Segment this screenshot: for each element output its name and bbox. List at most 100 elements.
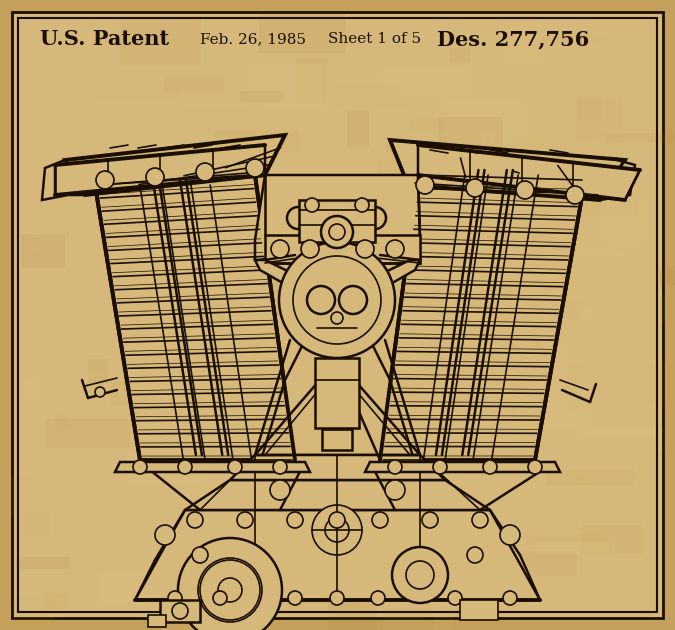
Polygon shape bbox=[390, 140, 625, 200]
Polygon shape bbox=[55, 145, 265, 195]
Circle shape bbox=[271, 240, 289, 258]
Bar bbox=[21, 234, 65, 268]
Polygon shape bbox=[42, 160, 85, 200]
Circle shape bbox=[155, 525, 175, 545]
Circle shape bbox=[178, 460, 192, 474]
Bar bbox=[75, 100, 102, 126]
Bar bbox=[460, 227, 478, 246]
Bar bbox=[521, 384, 587, 428]
Bar bbox=[418, 432, 455, 455]
Bar bbox=[214, 130, 300, 152]
Circle shape bbox=[213, 591, 227, 605]
Bar bbox=[189, 259, 212, 289]
Bar bbox=[259, 14, 346, 53]
Bar bbox=[111, 381, 188, 406]
Bar bbox=[572, 96, 622, 139]
Bar bbox=[568, 200, 637, 216]
Bar bbox=[242, 463, 304, 503]
Circle shape bbox=[307, 286, 335, 314]
Bar bbox=[148, 615, 166, 627]
Bar bbox=[495, 353, 518, 396]
Circle shape bbox=[392, 547, 448, 603]
Bar bbox=[577, 94, 603, 122]
Bar bbox=[43, 593, 66, 609]
Bar bbox=[397, 272, 470, 280]
Bar bbox=[510, 190, 566, 231]
Polygon shape bbox=[380, 175, 585, 460]
Bar bbox=[329, 591, 377, 630]
Bar bbox=[88, 359, 108, 383]
Bar bbox=[296, 58, 328, 98]
Bar bbox=[313, 292, 385, 341]
Circle shape bbox=[331, 312, 343, 324]
Circle shape bbox=[356, 240, 374, 258]
Bar bbox=[100, 573, 167, 601]
Circle shape bbox=[246, 159, 264, 177]
Bar bbox=[344, 510, 368, 533]
Circle shape bbox=[279, 242, 395, 358]
Bar bbox=[22, 378, 38, 399]
Bar bbox=[228, 590, 272, 614]
Circle shape bbox=[187, 512, 203, 528]
Circle shape bbox=[198, 558, 262, 622]
Bar bbox=[240, 91, 284, 102]
Bar bbox=[506, 23, 540, 62]
Bar bbox=[496, 241, 545, 287]
Bar bbox=[56, 193, 83, 207]
Bar bbox=[55, 415, 69, 430]
Bar bbox=[639, 295, 670, 324]
Bar bbox=[265, 235, 420, 263]
Bar bbox=[497, 551, 577, 576]
Bar bbox=[377, 590, 424, 620]
Text: Sheet 1 of 5: Sheet 1 of 5 bbox=[328, 32, 421, 46]
Bar bbox=[13, 597, 53, 630]
Bar bbox=[246, 179, 264, 209]
Bar bbox=[450, 47, 470, 63]
Bar bbox=[460, 600, 498, 620]
Bar bbox=[160, 600, 200, 622]
Bar bbox=[90, 89, 179, 98]
Polygon shape bbox=[418, 145, 640, 200]
Circle shape bbox=[293, 256, 381, 344]
Bar bbox=[380, 608, 465, 618]
Polygon shape bbox=[255, 295, 420, 480]
Bar bbox=[299, 200, 375, 242]
Bar bbox=[183, 110, 267, 138]
Bar bbox=[449, 159, 495, 195]
Bar bbox=[386, 143, 455, 152]
Circle shape bbox=[270, 480, 290, 500]
Circle shape bbox=[330, 591, 344, 605]
Polygon shape bbox=[65, 135, 285, 195]
Bar bbox=[336, 86, 407, 106]
Bar bbox=[95, 161, 142, 193]
Bar bbox=[367, 370, 455, 418]
Circle shape bbox=[237, 512, 253, 528]
Bar bbox=[434, 593, 453, 630]
Bar bbox=[294, 443, 360, 462]
Circle shape bbox=[386, 240, 404, 258]
Bar bbox=[133, 376, 197, 420]
Bar bbox=[389, 232, 427, 270]
Text: Des. 277,756: Des. 277,756 bbox=[437, 29, 589, 49]
Circle shape bbox=[433, 460, 447, 474]
Polygon shape bbox=[365, 462, 560, 472]
Bar bbox=[369, 346, 387, 389]
Circle shape bbox=[372, 512, 388, 528]
Circle shape bbox=[472, 512, 488, 528]
Bar bbox=[477, 343, 566, 377]
Bar bbox=[410, 119, 451, 132]
Bar bbox=[579, 309, 590, 321]
Circle shape bbox=[339, 286, 367, 314]
Bar bbox=[525, 534, 607, 545]
Circle shape bbox=[448, 591, 462, 605]
Circle shape bbox=[422, 512, 438, 528]
Bar bbox=[581, 525, 643, 554]
Bar bbox=[129, 287, 143, 311]
Bar bbox=[659, 270, 675, 285]
Bar bbox=[206, 536, 250, 551]
Bar bbox=[541, 514, 568, 548]
Polygon shape bbox=[185, 480, 490, 510]
Bar bbox=[448, 308, 524, 314]
Circle shape bbox=[133, 460, 147, 474]
Polygon shape bbox=[365, 260, 420, 290]
